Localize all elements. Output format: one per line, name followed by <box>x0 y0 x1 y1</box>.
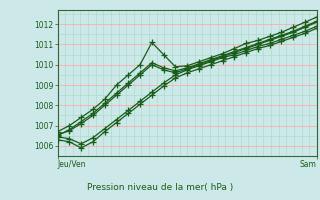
Text: Pression niveau de la mer( hPa ): Pression niveau de la mer( hPa ) <box>87 183 233 192</box>
